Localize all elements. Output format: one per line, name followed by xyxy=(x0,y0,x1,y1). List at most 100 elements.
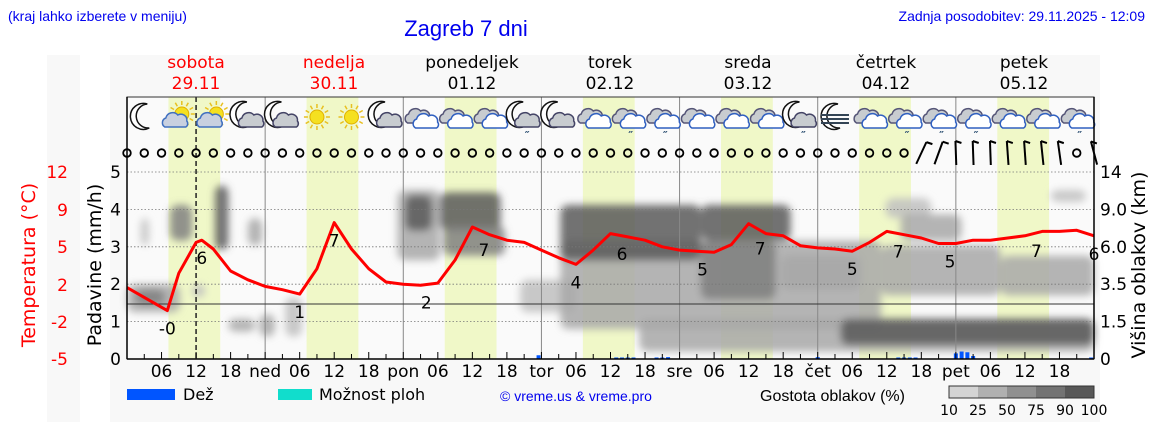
cloudy-icon xyxy=(473,107,509,129)
drizzle-icon: ″ xyxy=(1077,129,1082,142)
density-scale-label: 100 xyxy=(1081,403,1108,419)
day-name: sobota xyxy=(167,53,225,73)
day-name: sreda xyxy=(724,53,771,73)
grid xyxy=(127,97,1094,359)
wind-barb-feather xyxy=(955,140,962,144)
wind-barb-feather xyxy=(926,141,933,146)
calm-wind-icon xyxy=(260,148,270,158)
cloudy-icon xyxy=(1026,107,1061,129)
x-tick-label: 12 xyxy=(462,362,484,382)
calm-wind-icon xyxy=(553,148,564,158)
cloud-icon xyxy=(481,112,509,129)
calm-wind-icon xyxy=(674,148,685,158)
cloudy-drizzle-icon: ″ xyxy=(611,107,647,142)
moon-cloud-icon xyxy=(367,100,403,129)
calm-wind-icon xyxy=(467,148,478,158)
temperature-label: 7 xyxy=(755,239,766,259)
sun-ray xyxy=(170,106,175,111)
day-date: 05.12 xyxy=(1000,74,1049,94)
cloud-density-scale: 10 25 50 75 90 100 xyxy=(940,385,1108,419)
density-scale-frame xyxy=(948,385,1095,399)
x-tick-label: tor xyxy=(529,362,553,382)
cloudy-icon xyxy=(577,107,612,129)
sun-ray xyxy=(220,102,224,107)
temperature-tick-label: 12 xyxy=(46,163,68,183)
wind-barb-feather xyxy=(1006,140,1014,144)
x-tick-label: 12 xyxy=(876,362,898,382)
cloud-density-blob xyxy=(881,245,1001,296)
temperature-tick-label: 2 xyxy=(57,276,68,296)
calm-wind-icon xyxy=(398,148,408,158)
calm-wind-icon xyxy=(433,148,443,158)
calm-wind-icon xyxy=(139,148,149,158)
wind-barb-feather xyxy=(942,140,950,145)
calm-wind-icon xyxy=(657,148,668,158)
calm-wind-icon xyxy=(294,148,305,158)
x-tick-label: 12 xyxy=(1014,362,1036,382)
sun-ray xyxy=(358,120,364,125)
cloudy-icon xyxy=(438,107,474,129)
calm-wind-icon xyxy=(502,148,512,158)
x-tick-label: 12 xyxy=(600,362,622,382)
wind-barb-staff xyxy=(1039,140,1045,166)
day-date: 02.12 xyxy=(586,74,635,94)
copyright-link[interactable]: © vreme.us & vreme.pro xyxy=(500,388,652,404)
cloud-height-tick-label: 0 xyxy=(1100,350,1111,370)
region-hint[interactable]: (kraj lahko izberete v meniju) xyxy=(8,8,187,24)
day-name: torek xyxy=(588,53,632,73)
precip-axis-title: Padavine (mm/h) xyxy=(84,184,106,347)
drizzle-icon: ″ xyxy=(525,129,530,142)
cloud-icon xyxy=(585,112,612,129)
cloud-icon xyxy=(654,112,681,129)
cloud-icon xyxy=(790,111,818,128)
sun-ray xyxy=(204,106,209,111)
sun-ray xyxy=(309,124,314,129)
cloud-density-blob xyxy=(135,289,165,305)
calm-wind-icon xyxy=(243,148,253,158)
calm-wind-icon xyxy=(156,148,167,158)
day-name: petek xyxy=(1000,53,1048,73)
cloudy-drizzle-icon: ″ xyxy=(646,107,681,142)
temperature-label: 1 xyxy=(294,303,305,323)
cloud-icon xyxy=(930,112,958,129)
x-tick-label: 06 xyxy=(841,362,863,382)
moon-cloud-drizzle-icon: ″ xyxy=(505,100,541,142)
precip-tick-label: 3 xyxy=(110,238,121,258)
sun-icon xyxy=(343,109,359,125)
x-tick-label: pet xyxy=(942,362,970,382)
x-tick-label: ned xyxy=(249,362,281,382)
density-swatch xyxy=(1065,386,1094,398)
wind-barb-icon xyxy=(1005,140,1014,166)
calm-wind-icon xyxy=(899,148,909,158)
calm-wind-icon xyxy=(484,148,495,158)
cloud-density-blob xyxy=(700,204,791,241)
x-tick-label: 18 xyxy=(634,362,656,382)
rain-bar xyxy=(666,357,671,359)
cloud-density-blob xyxy=(780,255,861,290)
x-tick-label: čet xyxy=(804,362,831,382)
sun-ray xyxy=(344,105,348,110)
temperature-label: 5 xyxy=(697,261,708,281)
sun-ray xyxy=(358,109,364,114)
wind-barb-feather xyxy=(1040,140,1048,145)
wind-barb-staff xyxy=(1005,140,1010,166)
cloud-density-blob xyxy=(885,198,932,219)
x-tick-label: 12 xyxy=(738,362,760,382)
sun-icon xyxy=(338,104,365,130)
calm-wind-icon xyxy=(329,148,339,158)
cloud-icon xyxy=(861,112,889,129)
temperature-label: 5 xyxy=(847,260,858,280)
calm-wind-icon xyxy=(830,148,840,158)
calm-wind-icon xyxy=(191,148,201,158)
cloudy-drizzle-icon: ″ xyxy=(956,107,992,142)
cloud-density-blob xyxy=(1050,189,1086,202)
temperature-label: 4 xyxy=(571,273,582,293)
density-swatch xyxy=(949,386,978,398)
temperature-label: 5 xyxy=(945,253,956,273)
temperature-label: 6 xyxy=(617,245,628,265)
cloud-density-blob xyxy=(1000,255,1094,296)
cloud-icon xyxy=(548,111,576,128)
calm-wind-icon xyxy=(605,148,616,158)
sun-ray xyxy=(320,105,325,110)
